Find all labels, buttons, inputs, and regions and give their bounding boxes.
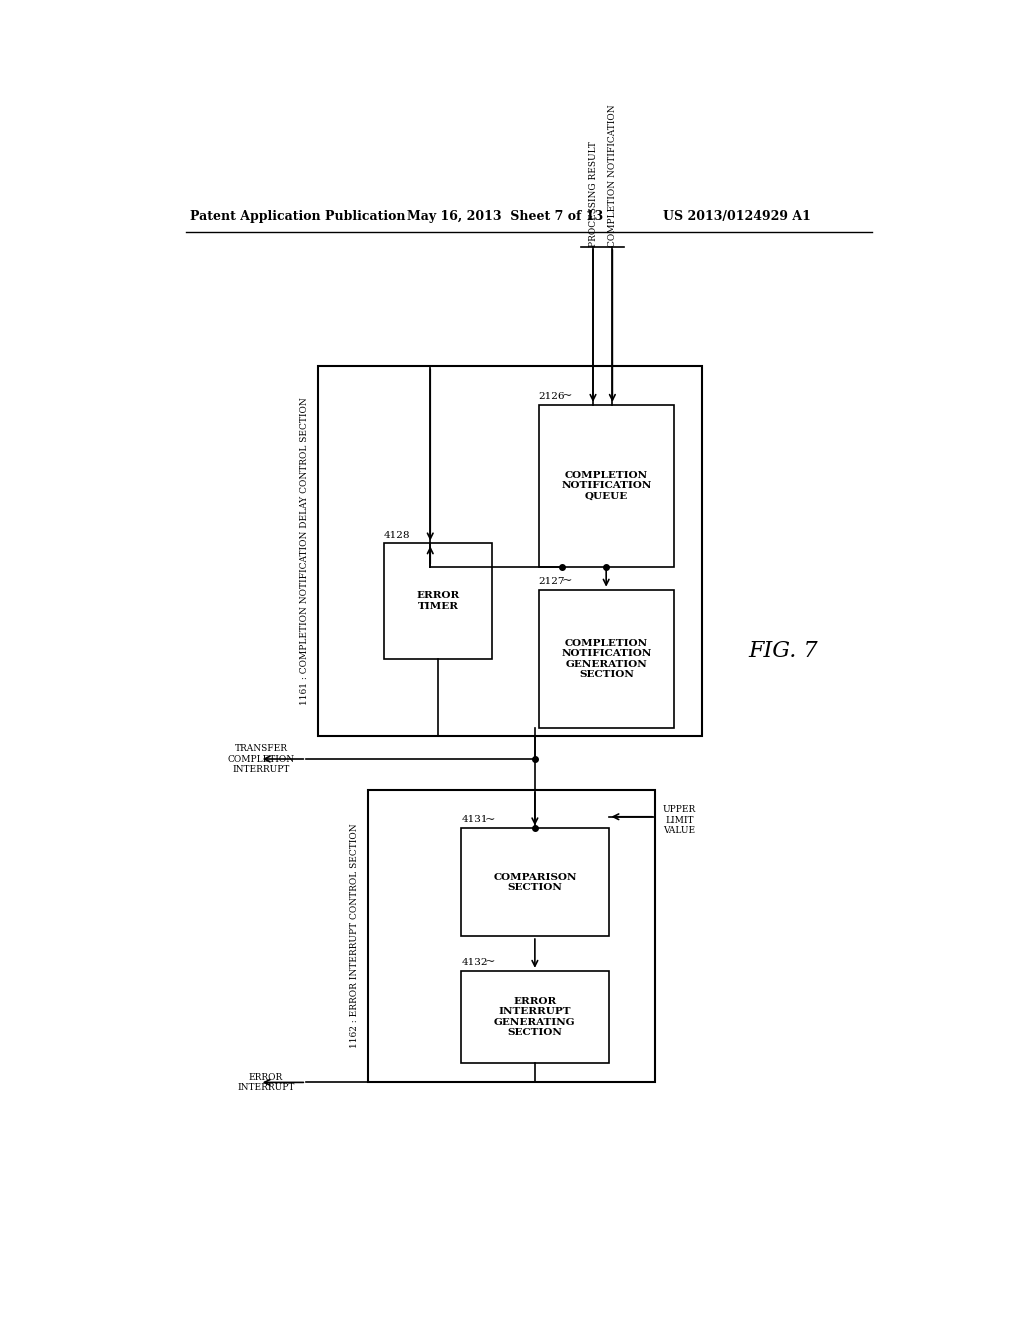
Text: 4131: 4131 — [461, 816, 487, 825]
Text: PROCESSING RESULT: PROCESSING RESULT — [589, 141, 597, 247]
Text: UPPER
LIMIT
VALUE: UPPER LIMIT VALUE — [663, 805, 696, 836]
Text: ~: ~ — [484, 956, 495, 969]
Text: 1161 : COMPLETION NOTIFICATION DELAY CONTROL SECTION: 1161 : COMPLETION NOTIFICATION DELAY CON… — [300, 397, 308, 705]
Text: TRANSFER
COMPLETION
INTERRUPT: TRANSFER COMPLETION INTERRUPT — [227, 744, 295, 774]
Bar — [539, 590, 675, 729]
Text: ~: ~ — [562, 389, 572, 403]
Text: ~: ~ — [562, 574, 572, 587]
Text: COMPLETION
NOTIFICATION
QUEUE: COMPLETION NOTIFICATION QUEUE — [561, 471, 651, 500]
Text: US 2013/0124929 A1: US 2013/0124929 A1 — [663, 210, 811, 223]
Bar — [317, 367, 701, 737]
Text: ~: ~ — [484, 813, 495, 826]
Text: Patent Application Publication: Patent Application Publication — [190, 210, 406, 223]
Bar — [369, 789, 655, 1082]
Bar — [384, 544, 493, 659]
Bar — [461, 829, 608, 936]
Text: 2126: 2126 — [539, 392, 565, 401]
Text: FIG. 7: FIG. 7 — [748, 640, 817, 663]
Bar — [461, 970, 608, 1063]
Text: 2127: 2127 — [539, 577, 565, 586]
Text: COMPLETION
NOTIFICATION
GENERATION
SECTION: COMPLETION NOTIFICATION GENERATION SECTI… — [561, 639, 651, 678]
Text: COMPLETION NOTIFICATION: COMPLETION NOTIFICATION — [608, 104, 616, 247]
Text: ERROR
INTERRUPT: ERROR INTERRUPT — [238, 1073, 295, 1092]
Text: ERROR
TIMER: ERROR TIMER — [417, 591, 460, 611]
Text: ERROR
INTERRUPT
GENERATING
SECTION: ERROR INTERRUPT GENERATING SECTION — [494, 997, 575, 1038]
Text: COMPARISON
SECTION: COMPARISON SECTION — [494, 873, 577, 892]
Text: 1162 : ERROR INTERRUPT CONTROL SECTION: 1162 : ERROR INTERRUPT CONTROL SECTION — [350, 824, 359, 1048]
Text: 4132: 4132 — [461, 958, 487, 966]
Text: May 16, 2013  Sheet 7 of 13: May 16, 2013 Sheet 7 of 13 — [407, 210, 603, 223]
Bar — [539, 405, 675, 566]
Text: 4128: 4128 — [384, 531, 411, 540]
